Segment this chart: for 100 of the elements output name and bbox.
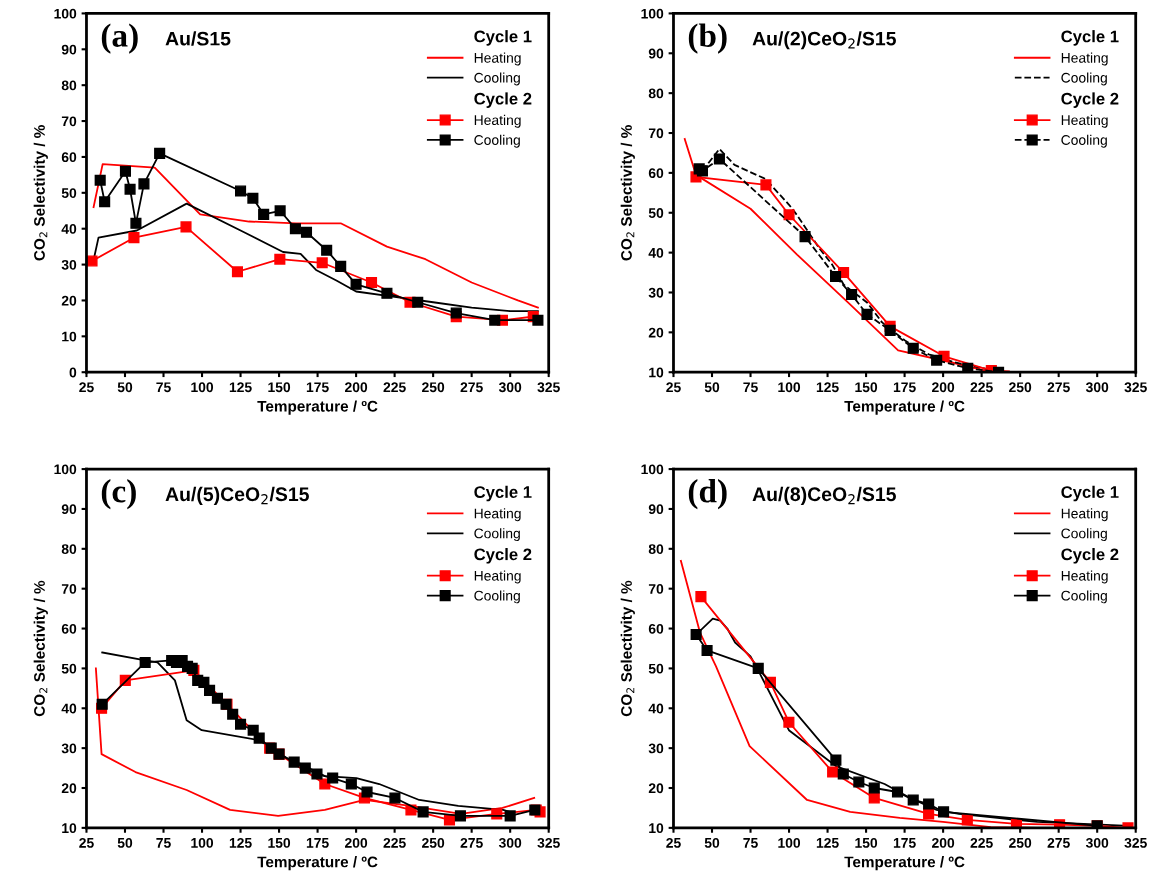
text: Au/(8)CeO$_{2}$/S15 — [752, 486, 896, 505]
y-tick-label: 40 — [61, 703, 77, 714]
x-tick-label: 25 — [666, 382, 681, 393]
x-tick-label: 100 — [191, 837, 214, 848]
y-tick-label: 70 — [648, 128, 664, 139]
x-tick-label: 25 — [79, 837, 94, 848]
y-axis-title: CO$_{2}$ Selectivity / % — [33, 125, 48, 261]
y-tick-label: 80 — [61, 544, 77, 554]
x-tick-label: 175 — [306, 382, 329, 393]
x-tick-label: 150 — [855, 837, 878, 848]
x-tick-label: 25 — [79, 382, 94, 393]
y-axis-title: CO$_{2}$ Selectivity / % — [620, 125, 635, 261]
x-axis-title: Temperature / ºC — [844, 400, 965, 415]
y-tick-label: 50 — [61, 188, 77, 198]
x-tick-label: 200 — [345, 382, 368, 393]
x-tick-label: 150 — [268, 382, 291, 393]
x-tick-label: 100 — [778, 382, 801, 393]
y-tick-label: 70 — [648, 584, 664, 594]
y-tick-label: 40 — [648, 703, 664, 714]
y-tick-label: 60 — [61, 623, 77, 634]
x-tick-label: 200 — [345, 837, 368, 848]
y-tick-label: 0 — [69, 367, 77, 378]
y-tick-label: 10 — [649, 367, 664, 378]
x-tick-label: 175 — [893, 838, 916, 848]
x-tick-label: 300 — [1085, 382, 1109, 393]
x-tick-label: 25 — [666, 837, 681, 848]
text: Au/S15 — [165, 31, 231, 46]
x-tick-label: 125 — [816, 382, 839, 393]
y-tick-label: 40 — [648, 247, 664, 258]
x-tick-label: 300 — [1085, 837, 1109, 848]
y-tick-label: 30 — [61, 259, 77, 270]
y-tick-label: 100 — [54, 8, 77, 19]
x-tick-label: 150 — [268, 837, 291, 848]
annotation: (a) — [101, 23, 138, 54]
x-tick-label: 325 — [1124, 382, 1147, 393]
y-tick-label: 80 — [61, 80, 77, 91]
y-tick-label: 100 — [641, 8, 664, 19]
x-tick-label: 325 — [1124, 837, 1147, 848]
legend-label: Cooling — [1061, 72, 1107, 86]
x-axis-title: Temperature / ºC — [257, 400, 378, 415]
y-tick-label: 90 — [648, 504, 664, 515]
y-tick-label: 60 — [648, 623, 664, 634]
x-tick-label: 250 — [1009, 837, 1032, 848]
x-tick-label: 100 — [191, 382, 214, 393]
y-tick-label: 100 — [54, 464, 77, 475]
x-tick-label: 275 — [460, 382, 483, 393]
y-tick-label: 60 — [648, 168, 664, 179]
x-tick-label: 125 — [229, 382, 252, 393]
legend-label: Heating — [1061, 508, 1108, 522]
y-tick-label: 20 — [61, 295, 77, 306]
text: Au/(2)CeO$_{2}$/S15 — [752, 31, 896, 50]
y-tick-label: 20 — [648, 783, 664, 794]
annotation: Cycle 2 — [474, 92, 532, 108]
y-tick-label: 40 — [61, 224, 77, 234]
x-tick-label: 275 — [1047, 382, 1070, 393]
x-tick-label: 250 — [422, 837, 445, 848]
legend-label: Cooling — [1061, 590, 1107, 604]
annotation: (d) — [688, 479, 727, 510]
legend-label: Cooling — [474, 590, 520, 604]
y-tick-label: 80 — [648, 544, 664, 554]
x-tick-label: 125 — [816, 837, 839, 848]
x-tick-label: 225 — [383, 837, 406, 848]
annotation: Cycle 1 — [1061, 30, 1119, 46]
annotation: Cycle 2 — [1061, 92, 1119, 108]
y-tick-label: 50 — [61, 663, 77, 674]
x-tick-label: 225 — [383, 382, 406, 393]
legend-label: Cooling — [474, 72, 520, 86]
x-tick-label: 50 — [704, 382, 720, 393]
x-tick-label: 125 — [229, 837, 252, 848]
y-tick-label: 60 — [61, 152, 77, 163]
annotation: (b) — [688, 23, 727, 54]
legend-label: Heating — [474, 570, 521, 584]
y-tick-label: 30 — [61, 743, 77, 754]
x-tick-label: 225 — [970, 837, 993, 848]
y-tick-label: 100 — [641, 464, 664, 475]
annotation: (c) — [101, 479, 136, 510]
legend-label: Heating — [1061, 52, 1108, 66]
y-tick-label: 10 — [649, 823, 664, 834]
annotation: Cycle 2 — [1061, 548, 1119, 564]
x-tick-label: 75 — [156, 382, 171, 393]
x-tick-label: 200 — [932, 837, 955, 848]
legend-label: Heating — [1061, 570, 1108, 584]
annotation: Cycle 2 — [474, 548, 532, 564]
x-tick-label: 75 — [156, 838, 171, 848]
annotation: Cycle 1 — [474, 485, 532, 502]
x-tick-label: 175 — [306, 838, 329, 848]
x-tick-label: 150 — [855, 382, 878, 393]
x-tick-label: 50 — [117, 382, 133, 393]
x-axis-title: Temperature / ºC — [844, 856, 965, 871]
y-tick-label: 20 — [61, 783, 77, 794]
y-tick-label: 90 — [648, 48, 664, 59]
legend-label: Heating — [474, 508, 521, 522]
x-tick-label: 50 — [704, 837, 720, 848]
x-tick-label: 275 — [1047, 837, 1070, 848]
y-tick-label: 30 — [648, 743, 664, 754]
x-tick-label: 325 — [537, 382, 560, 393]
x-tick-label: 50 — [117, 837, 133, 848]
legend-label: Cooling — [474, 528, 520, 542]
text: Au/(5)CeO$_{2}$/S15 — [165, 486, 309, 505]
x-tick-label: 300 — [498, 382, 522, 393]
